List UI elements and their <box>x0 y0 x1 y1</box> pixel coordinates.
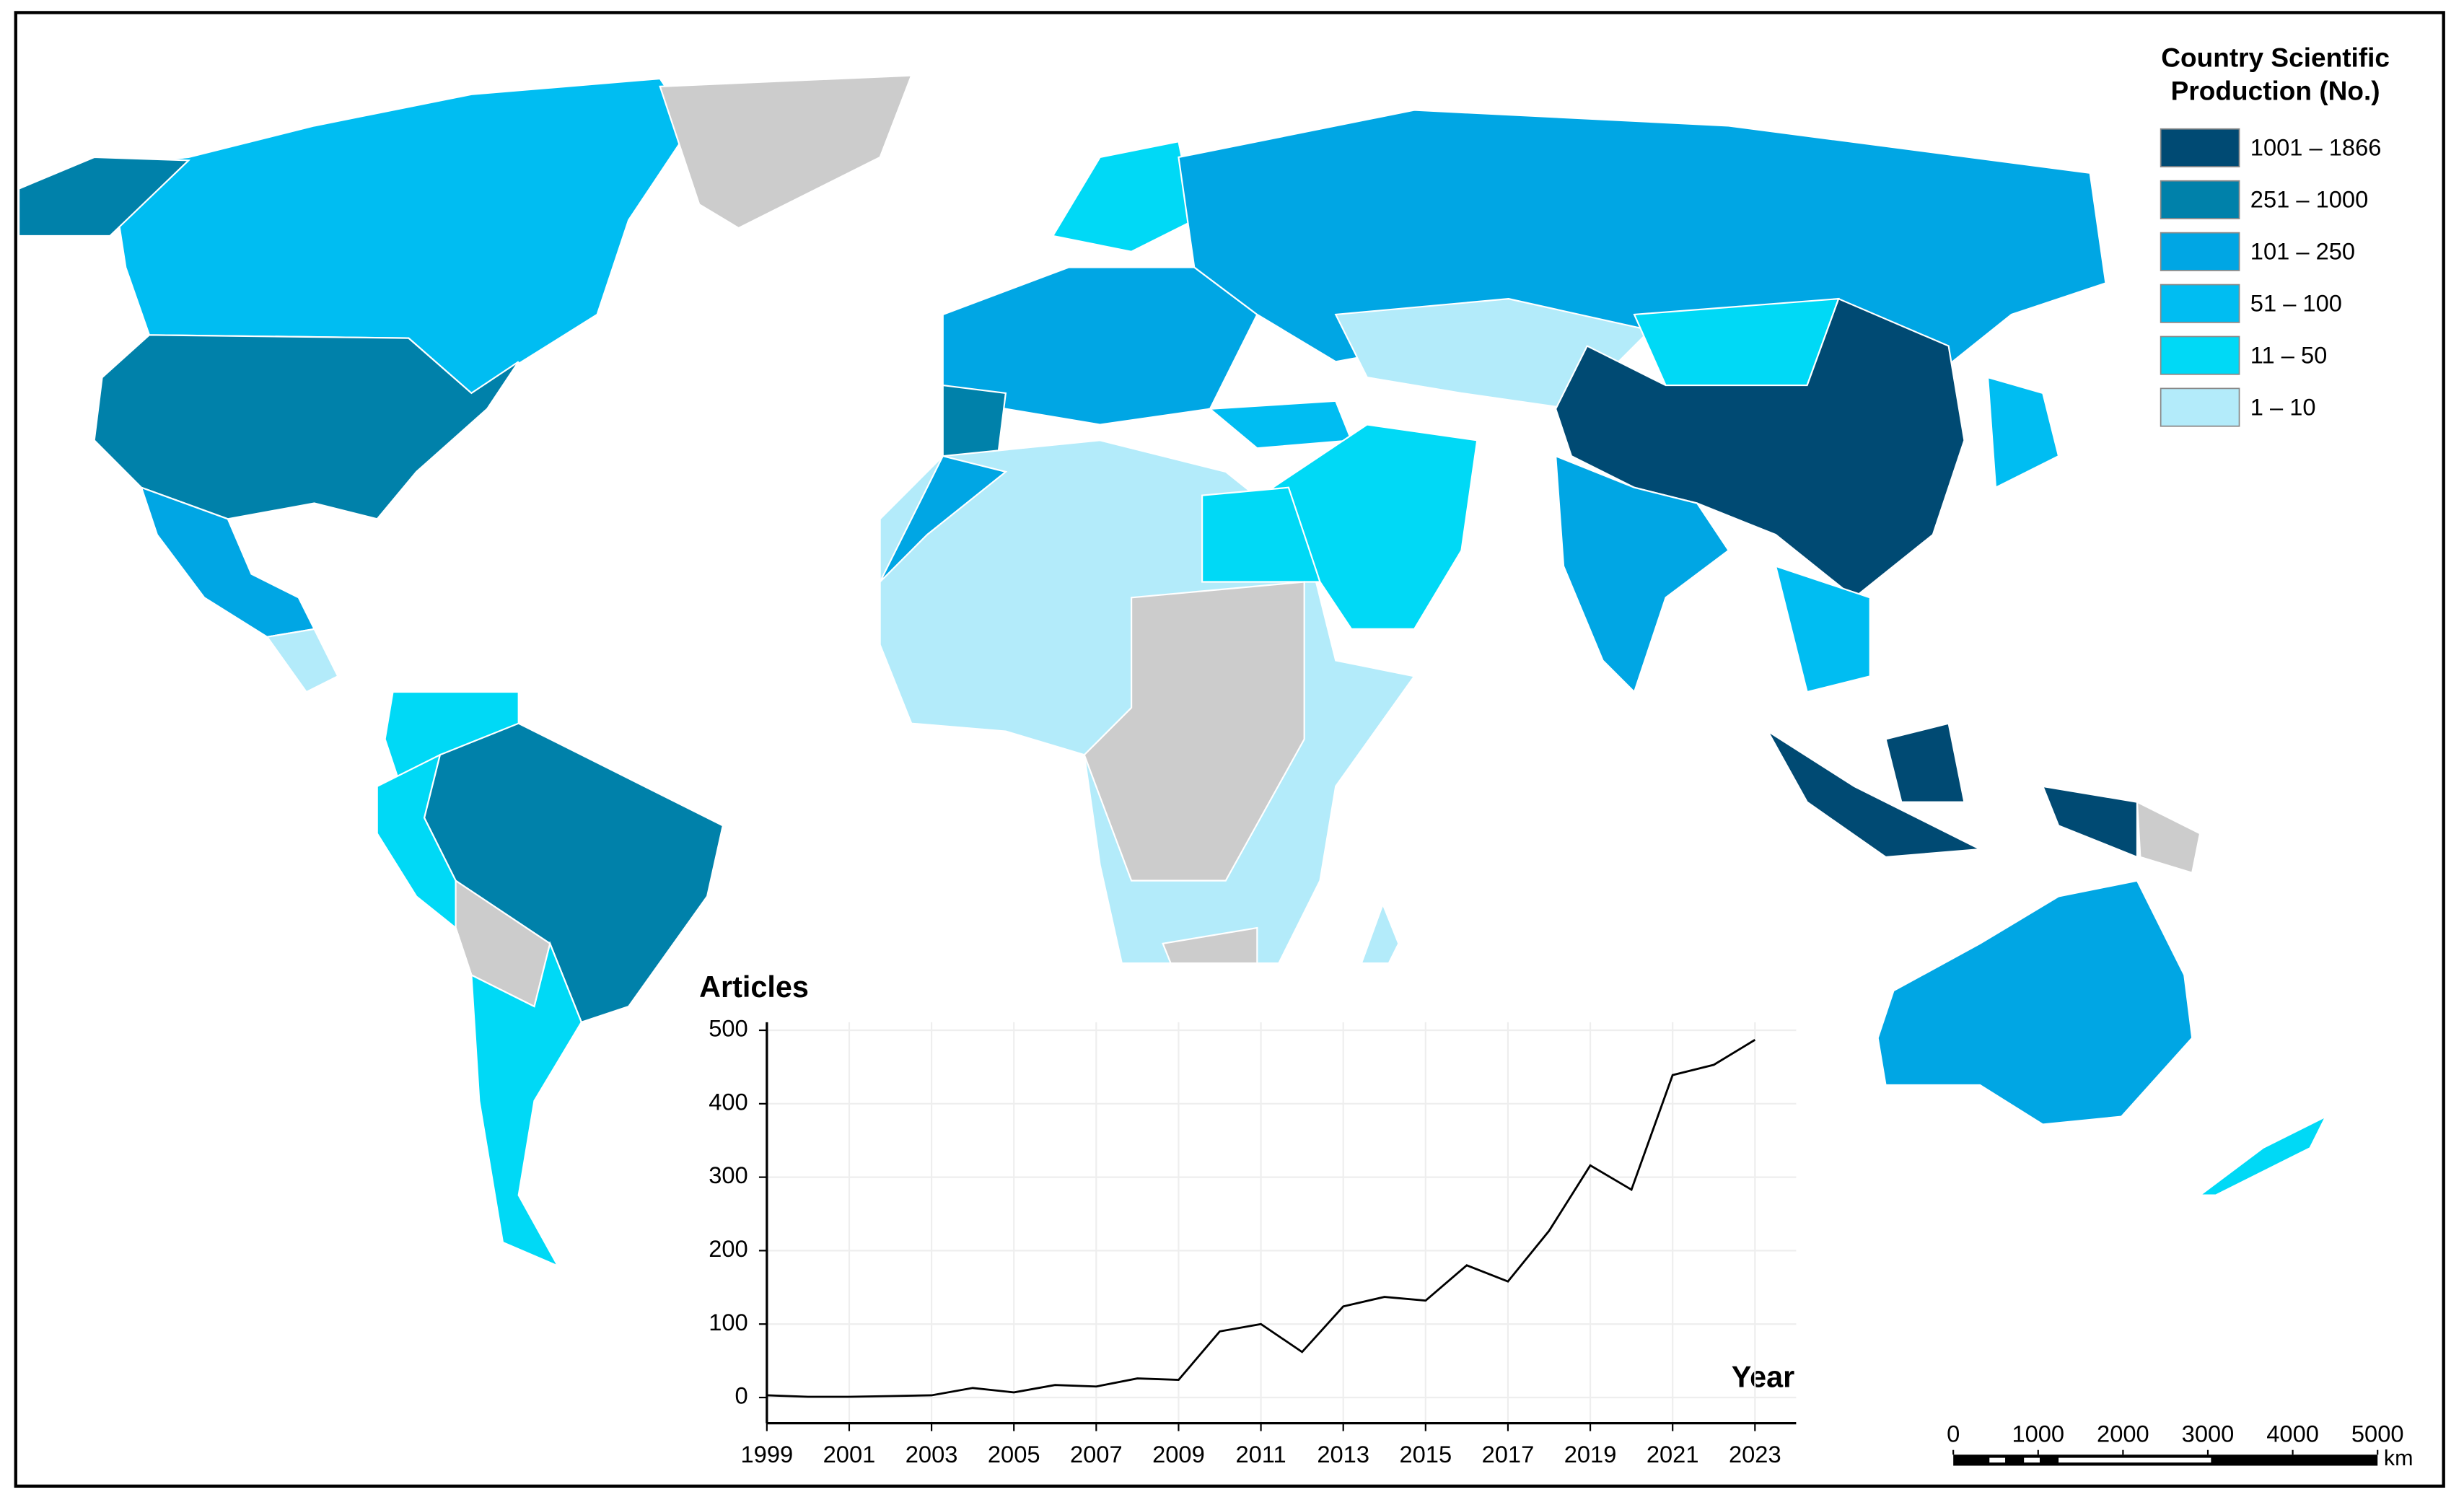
legend-label: 11 – 50 <box>2250 341 2328 368</box>
scale-label: 5000 <box>2351 1421 2404 1447</box>
x-tick-label: 2023 <box>1729 1441 1781 1467</box>
scale-bar-segment <box>2059 1457 2211 1463</box>
x-tick-label: 2017 <box>1482 1441 1535 1467</box>
legend-swatch <box>2160 232 2240 271</box>
scale-label: 1000 <box>2012 1421 2064 1447</box>
legend-title: Country Scientific <box>2161 43 2390 73</box>
x-tick-label: 1999 <box>741 1441 794 1467</box>
legend-label: 1 – 10 <box>2250 393 2316 420</box>
scale-label: 2000 <box>2097 1421 2149 1447</box>
country <box>1774 565 1871 693</box>
x-tick-label: 2019 <box>1564 1441 1617 1467</box>
world-map <box>18 74 2328 1268</box>
legend-label: 101 – 250 <box>2250 238 2355 265</box>
country <box>18 156 190 237</box>
scale-bar-segment <box>2024 1457 2040 1463</box>
country <box>942 384 1007 457</box>
scale-bar-segment <box>1989 1457 2006 1463</box>
x-tick-label: 2021 <box>1647 1441 1699 1467</box>
x-tick-label: 2013 <box>1317 1441 1369 1467</box>
x-tick-label: 2005 <box>988 1441 1040 1467</box>
country <box>1554 455 1730 694</box>
scale-label: 0 <box>1947 1421 1960 1447</box>
legend-label: 51 – 100 <box>2250 289 2342 316</box>
y-tick-label: 100 <box>709 1309 747 1335</box>
x-tick-label: 2003 <box>906 1441 958 1467</box>
country <box>266 628 339 693</box>
legend-swatch <box>2160 180 2240 219</box>
y-tick-label: 200 <box>709 1235 747 1262</box>
country <box>1767 730 1983 859</box>
scale-label: 3000 <box>2182 1421 2235 1447</box>
legend-title: Production (No.) <box>2171 75 2380 105</box>
x-tick-label: 2007 <box>1070 1441 1123 1467</box>
country <box>1986 376 2060 489</box>
y-tick-label: 300 <box>709 1162 747 1188</box>
y-tick-label: 400 <box>709 1088 747 1115</box>
country <box>2197 1115 2328 1196</box>
country <box>93 334 519 520</box>
frame <box>14 11 2445 1488</box>
scale-label: 4000 <box>2266 1421 2319 1447</box>
x-axis-label: Year <box>1732 1361 1794 1394</box>
inset-chart: Articles Year 0 100 200 300 400 500 1999 2001 20… <box>699 970 1797 1467</box>
legend-swatch <box>2160 387 2240 427</box>
legend-label: 1001 – 1866 <box>2250 134 2382 161</box>
chart-background <box>691 962 1810 1482</box>
legend: Country Scientific Production (No.) 1001… <box>2160 43 2390 427</box>
y-tick-label: 0 <box>735 1382 748 1409</box>
country <box>1885 722 1965 803</box>
x-tick-label: 2015 <box>1399 1441 1452 1467</box>
country <box>455 927 583 1268</box>
country <box>659 74 913 229</box>
y-tick-label: 500 <box>709 1015 747 1042</box>
x-tick-label: 2011 <box>1235 1441 1286 1467</box>
y-axis-label: Articles <box>699 970 809 1004</box>
country <box>1201 486 1321 583</box>
country <box>1554 297 1965 599</box>
legend-label: 251 – 1000 <box>2250 186 2368 213</box>
country <box>1877 879 2193 1126</box>
country <box>2041 785 2139 859</box>
line-series <box>766 1039 1756 1398</box>
legend-swatch <box>2160 128 2240 167</box>
country <box>1633 297 1840 387</box>
x-tick-label: 2009 <box>1152 1441 1205 1467</box>
legend-swatch <box>2160 335 2240 375</box>
scale-unit: km <box>2384 1446 2413 1470</box>
country <box>879 455 1008 583</box>
legend-swatch <box>2160 284 2240 323</box>
country <box>1083 581 1305 882</box>
country <box>2136 800 2201 874</box>
x-tick-label: 2001 <box>823 1441 876 1467</box>
